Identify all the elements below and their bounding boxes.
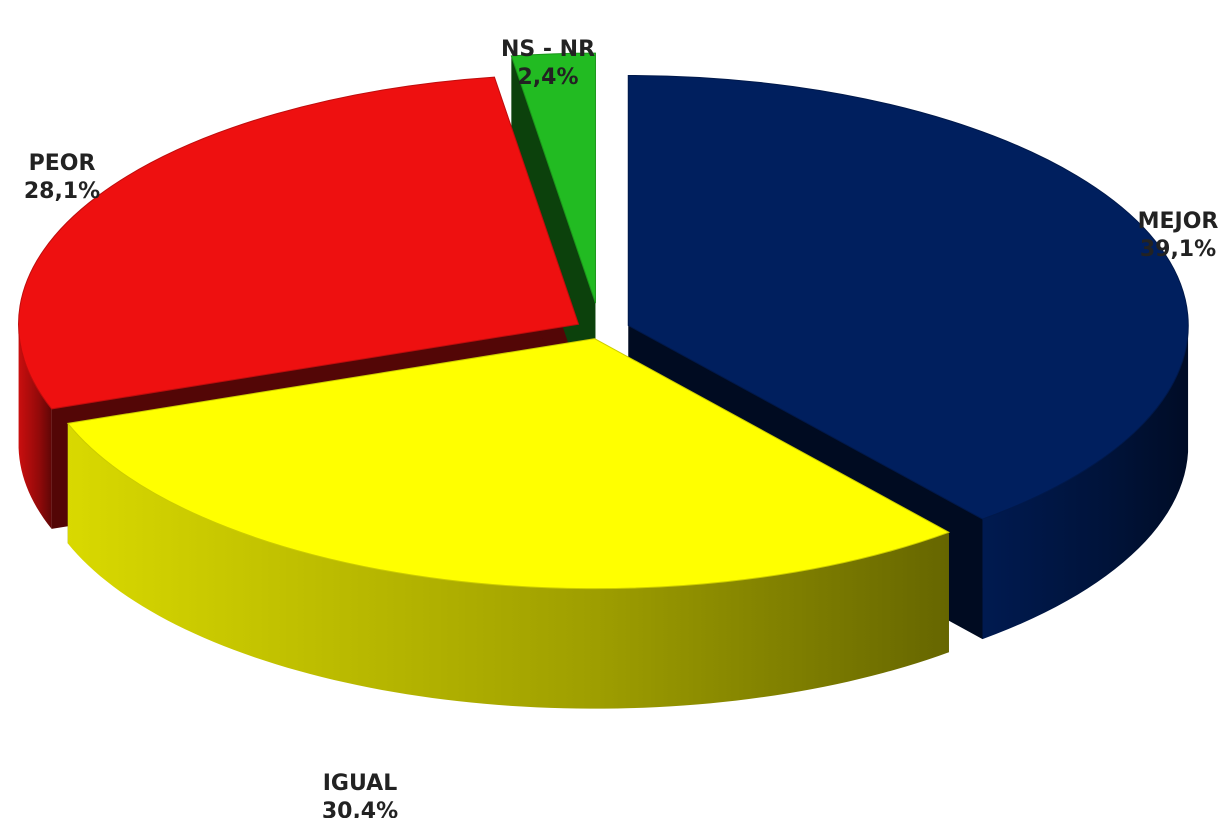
pie-labels: MEJOR 39,1% IGUAL 30,4% PEOR 28,1% NS - NR 2,4% (24, 37, 1219, 818)
slice-ns-nr (510, 52, 596, 304)
slice-value-label: 2,4% (517, 65, 578, 90)
slice-igual (66, 338, 951, 590)
slice-outer-wall (18, 327, 52, 529)
slice-label: MEJOR (1138, 209, 1219, 234)
slice-wall (511, 55, 596, 424)
slice-label: NS - NR (501, 37, 595, 62)
slice-outer-wall (67, 423, 949, 709)
slice-mejor (627, 74, 1189, 520)
pie-tops (18, 52, 1189, 590)
slice-value-label: 39,1% (1140, 237, 1216, 262)
slice-label: IGUAL (323, 771, 397, 796)
slice-peor (18, 76, 580, 410)
slice-value-label: 28,1% (24, 179, 100, 204)
slice-outer-wall (982, 331, 1189, 640)
slice-label: PEOR (29, 151, 96, 176)
slice-value-label: 30,4% (322, 799, 398, 818)
